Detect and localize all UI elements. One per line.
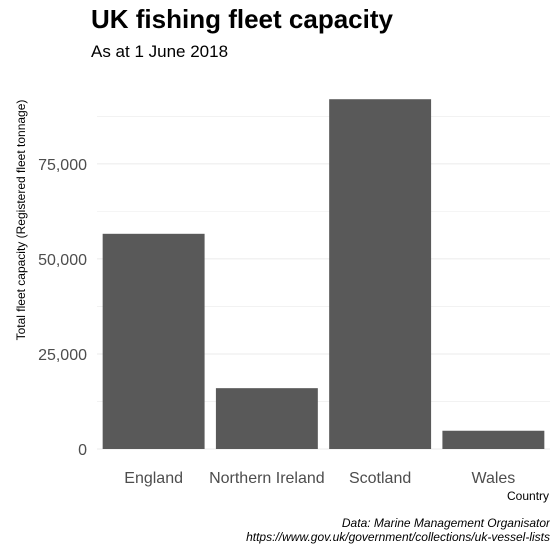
bar-wales <box>442 430 545 449</box>
chart-subtitle: As at 1 June 2018 <box>91 42 229 61</box>
y-axis-ticks: 0 25,000 50,000 75,000 <box>38 157 87 459</box>
y-tick-label: 25,000 <box>38 347 87 364</box>
y-tick-label: 75,000 <box>38 157 87 174</box>
caption-url: https://www.gov.uk/government/collection… <box>246 530 550 544</box>
y-tick-label: 50,000 <box>38 252 87 269</box>
bar-scotland <box>329 99 432 449</box>
bar-northern-ireland <box>215 388 318 449</box>
bar-england <box>102 233 205 449</box>
x-axis-ticks: England Northern Ireland Scotland Wales <box>124 470 515 487</box>
chart-title: UK fishing fleet capacity <box>91 4 393 34</box>
y-tick-label: 0 <box>78 442 87 459</box>
bars <box>102 99 545 449</box>
x-axis-title: Country <box>507 489 549 503</box>
x-tick-label: Scotland <box>349 470 411 487</box>
x-tick-label: Wales <box>471 470 515 487</box>
x-tick-label: England <box>124 470 183 487</box>
x-tick-label: Northern Ireland <box>209 470 325 487</box>
caption-source: Data: Marine Management Organisator <box>341 516 550 530</box>
